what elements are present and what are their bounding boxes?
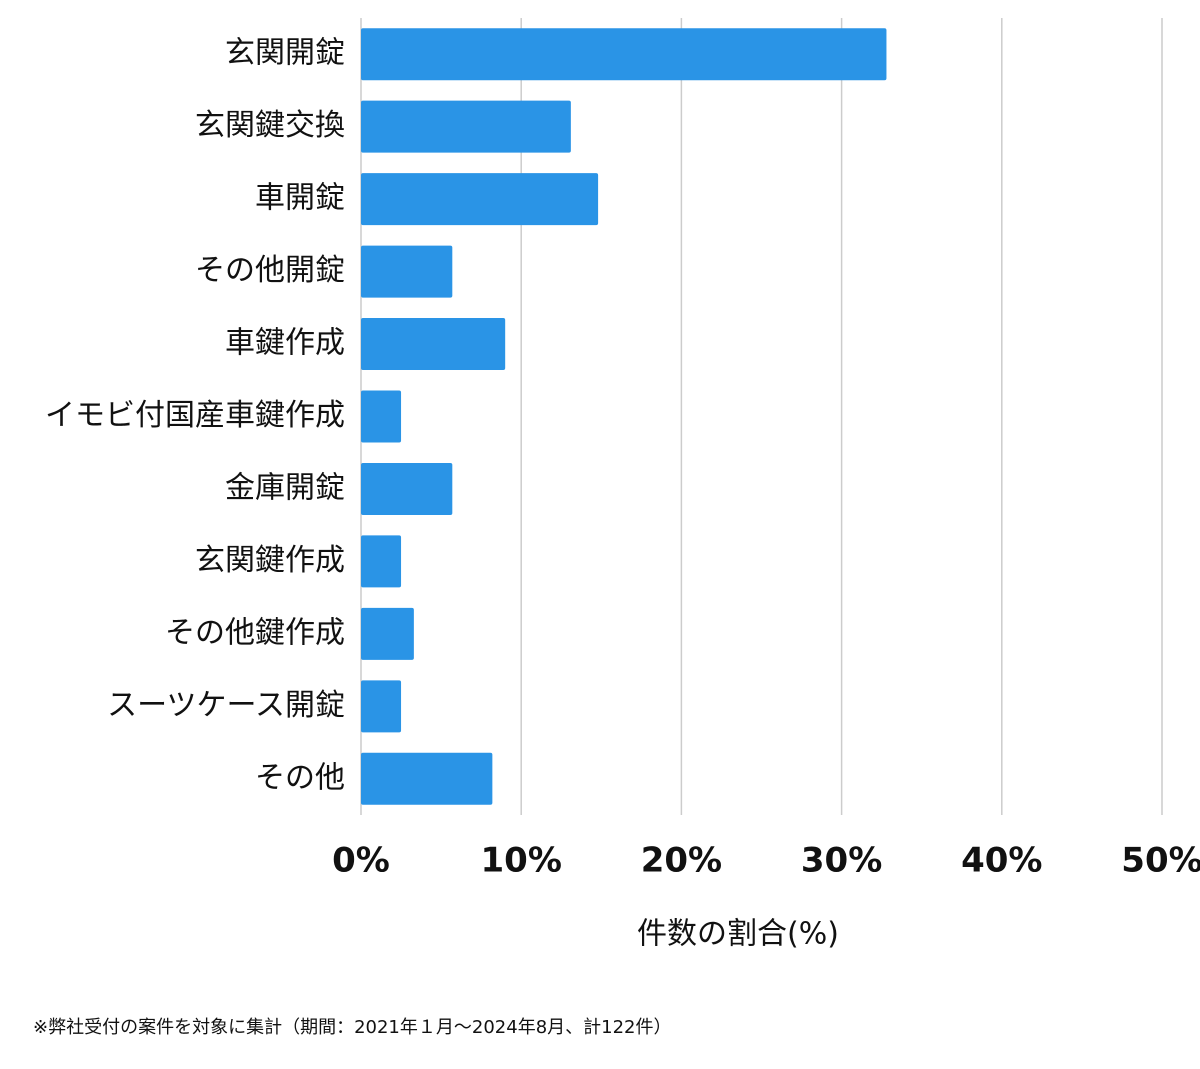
- bar: [361, 318, 506, 371]
- bar: [361, 173, 599, 226]
- y-tick-label: 玄関鍵交換: [195, 108, 345, 143]
- bar: [361, 680, 402, 733]
- footnote: ※弊社受付の案件を対象に集計（期間：2021年１月～2024年8月、計122件）: [33, 1017, 672, 1038]
- y-tick-label: その他: [255, 760, 345, 795]
- y-tick-label: その他鍵作成: [165, 615, 345, 650]
- x-axis-label: 件数の割合(%): [637, 917, 839, 952]
- y-tick-label: 玄関開錠: [225, 36, 345, 71]
- x-tick-label: 50%: [1121, 841, 1200, 881]
- bar: [361, 535, 402, 588]
- bar: [361, 462, 453, 515]
- y-tick-label: 金庫開錠: [225, 470, 345, 505]
- bar: [361, 28, 887, 81]
- x-tick-label: 10%: [481, 841, 562, 881]
- x-tick-label: 0%: [332, 841, 390, 881]
- y-tick-label: スーツケース開錠: [107, 688, 345, 723]
- bar: [361, 752, 493, 805]
- y-tick-label: 車鍵作成: [225, 326, 345, 361]
- bar: [361, 100, 571, 153]
- bar: [361, 390, 402, 443]
- bar: [361, 607, 414, 660]
- bar: [361, 245, 453, 298]
- x-tick-label: 30%: [801, 841, 882, 881]
- x-tick-label: 20%: [641, 841, 722, 881]
- y-tick-label: 車開錠: [255, 181, 345, 216]
- y-tick-label: イモビ付国産車鍵作成: [45, 398, 345, 433]
- y-tick-label: 玄関鍵作成: [195, 543, 345, 578]
- y-tick-label: その他開錠: [195, 253, 345, 288]
- x-tick-label: 40%: [961, 841, 1042, 881]
